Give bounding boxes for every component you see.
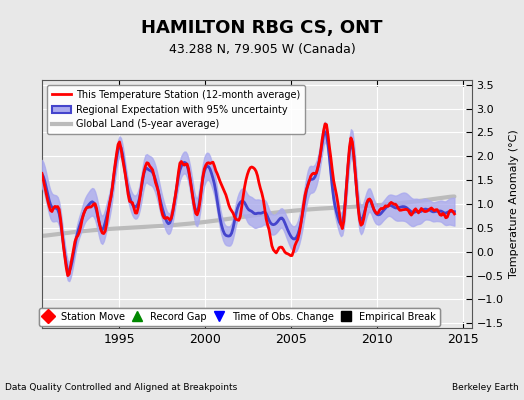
Text: 43.288 N, 79.905 W (Canada): 43.288 N, 79.905 W (Canada) [169,44,355,56]
Text: Berkeley Earth: Berkeley Earth [452,383,519,392]
Legend: Station Move, Record Gap, Time of Obs. Change, Empirical Break: Station Move, Record Gap, Time of Obs. C… [39,308,440,326]
Y-axis label: Temperature Anomaly (°C): Temperature Anomaly (°C) [509,130,519,278]
Text: HAMILTON RBG CS, ONT: HAMILTON RBG CS, ONT [141,19,383,37]
Text: Data Quality Controlled and Aligned at Breakpoints: Data Quality Controlled and Aligned at B… [5,383,237,392]
